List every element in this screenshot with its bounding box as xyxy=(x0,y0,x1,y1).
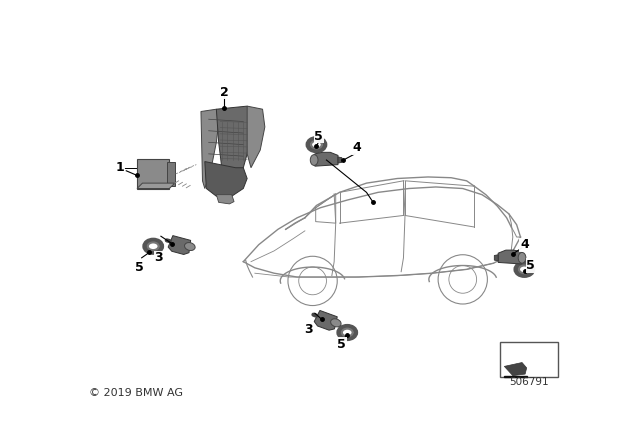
Text: 3: 3 xyxy=(305,323,313,336)
Ellipse shape xyxy=(342,329,353,336)
Text: 3: 3 xyxy=(154,251,163,264)
Polygon shape xyxy=(168,236,191,254)
Ellipse shape xyxy=(518,252,526,263)
Ellipse shape xyxy=(311,141,322,148)
Polygon shape xyxy=(338,157,342,163)
Text: 5: 5 xyxy=(337,337,346,350)
Text: 1: 1 xyxy=(116,161,124,174)
Polygon shape xyxy=(205,162,247,196)
Ellipse shape xyxy=(148,242,159,250)
Polygon shape xyxy=(216,195,234,204)
Polygon shape xyxy=(504,375,527,377)
Polygon shape xyxy=(498,250,524,264)
Bar xyxy=(137,159,170,189)
Polygon shape xyxy=(216,106,251,186)
Ellipse shape xyxy=(184,242,195,250)
Bar xyxy=(500,342,558,377)
Text: 5: 5 xyxy=(526,259,535,272)
Text: 4: 4 xyxy=(353,141,362,154)
Polygon shape xyxy=(312,152,338,166)
Text: 506791: 506791 xyxy=(509,377,548,387)
Text: © 2019 BMW AG: © 2019 BMW AG xyxy=(90,388,183,397)
Text: 5: 5 xyxy=(314,129,323,142)
Ellipse shape xyxy=(331,319,341,327)
Text: 4: 4 xyxy=(520,238,529,251)
Ellipse shape xyxy=(519,266,530,273)
Polygon shape xyxy=(137,183,175,189)
Polygon shape xyxy=(247,106,265,168)
Polygon shape xyxy=(494,255,498,261)
Bar xyxy=(167,162,175,186)
Polygon shape xyxy=(201,109,219,189)
Polygon shape xyxy=(504,362,527,375)
Text: 5: 5 xyxy=(135,261,144,274)
Polygon shape xyxy=(314,310,337,330)
Ellipse shape xyxy=(310,155,318,165)
Text: 2: 2 xyxy=(220,86,228,99)
